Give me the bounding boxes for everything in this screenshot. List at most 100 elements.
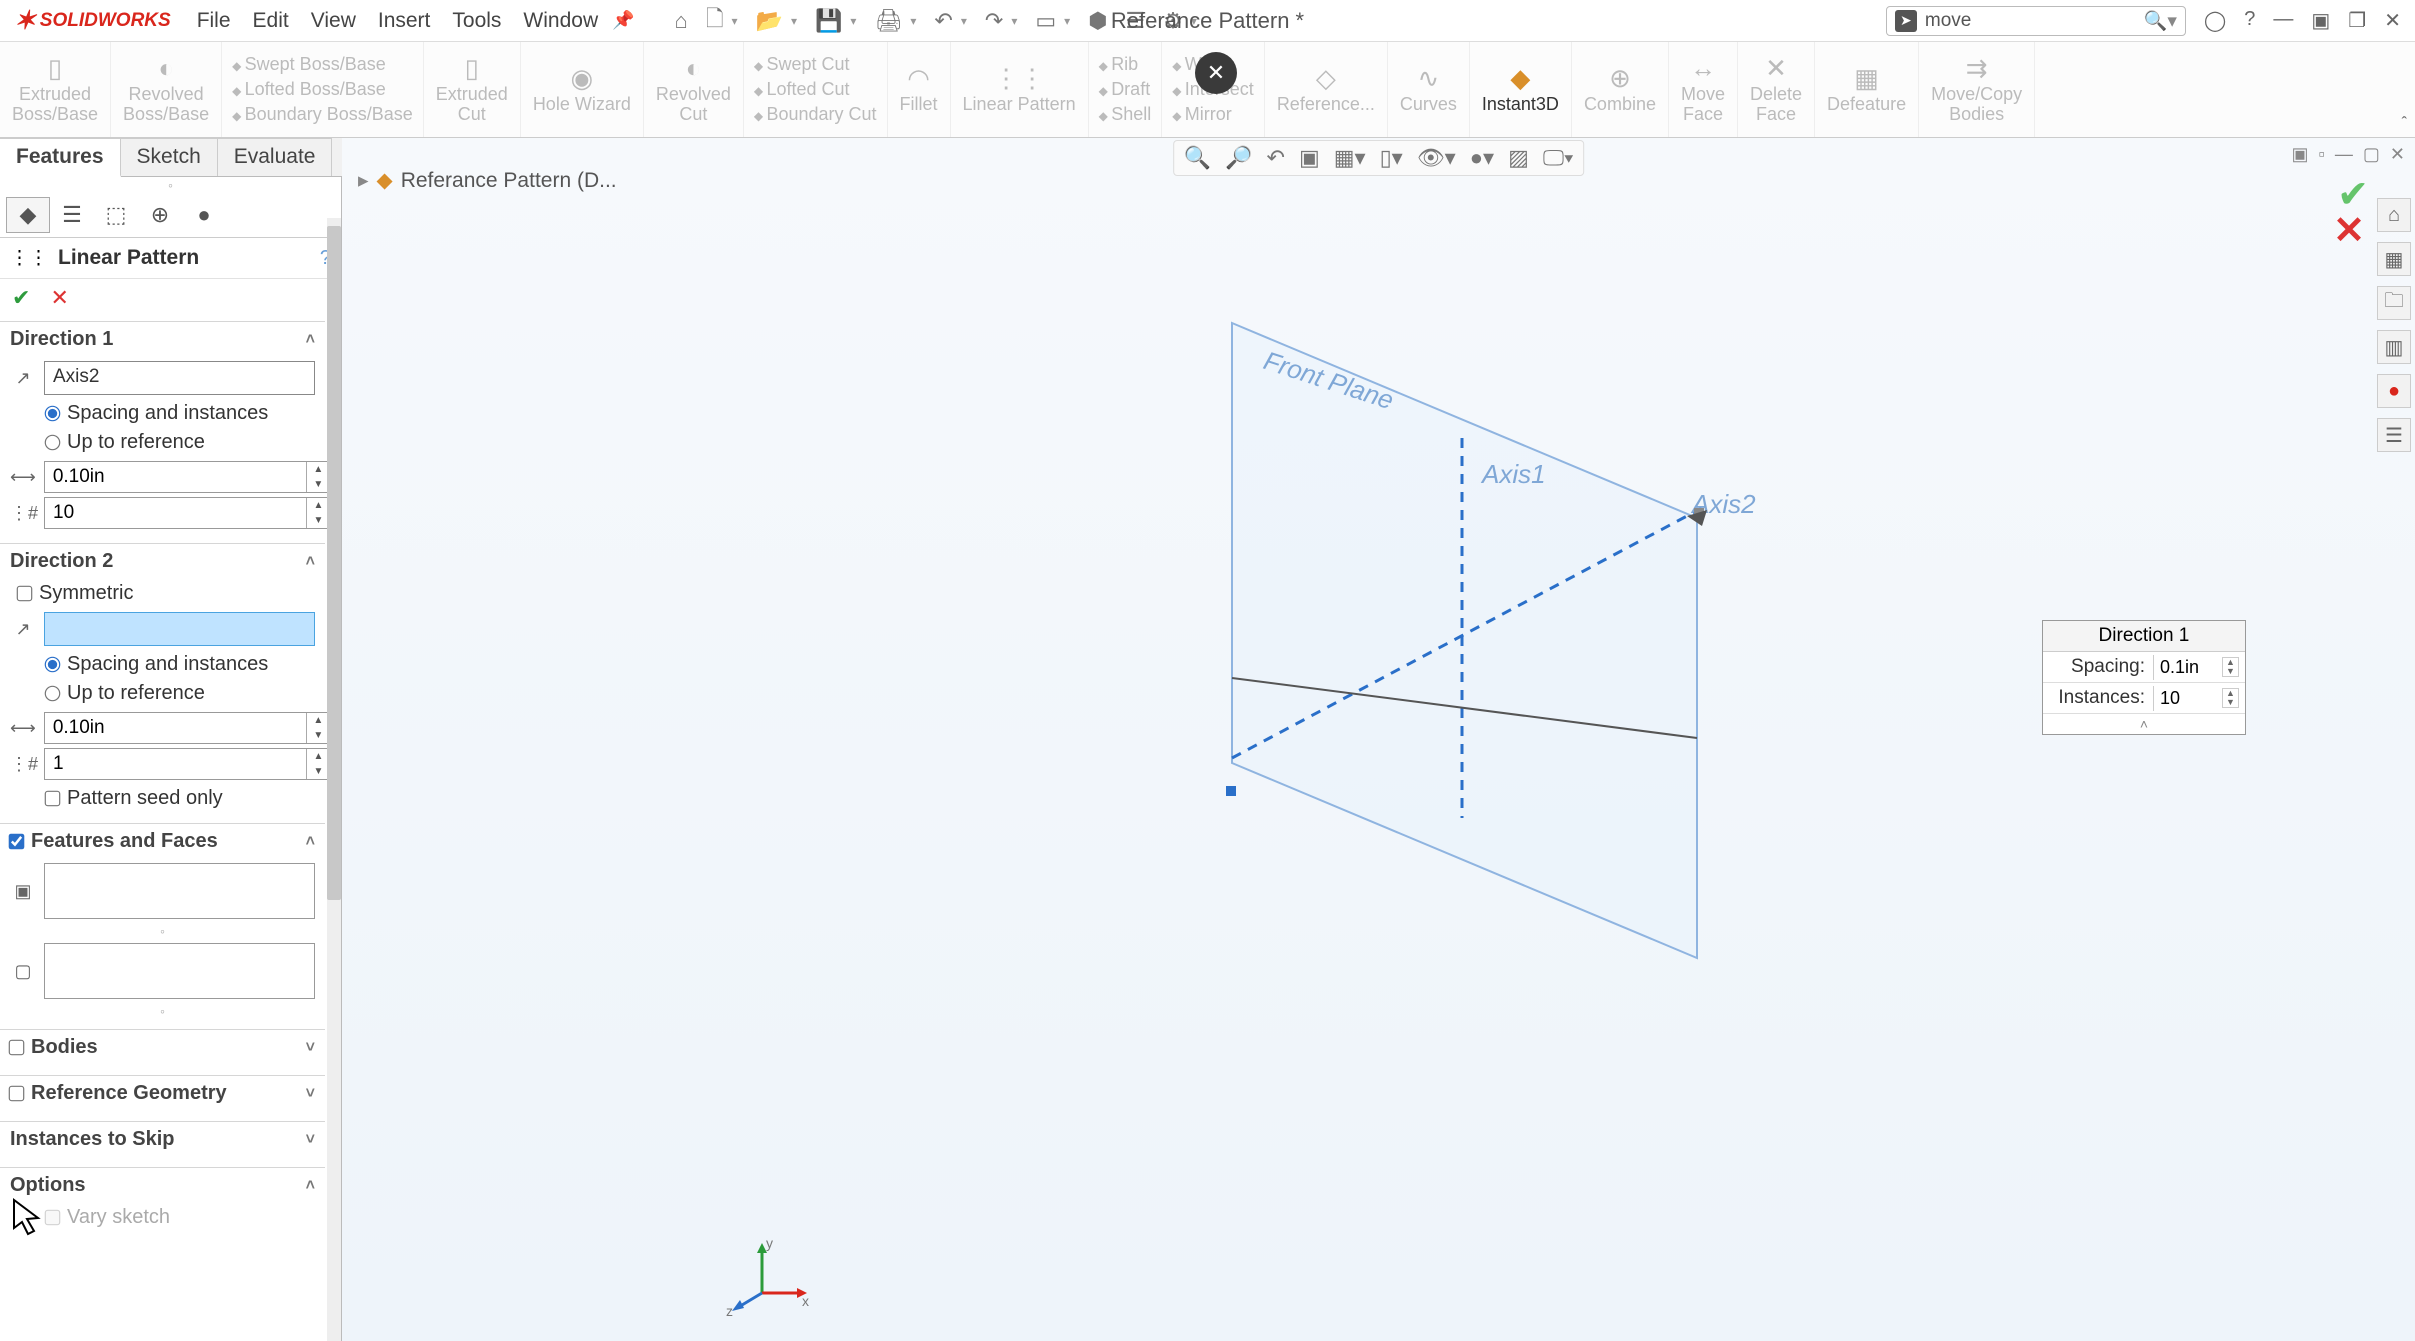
reverse-dir1-icon[interactable]: ↗ xyxy=(10,368,36,389)
callout-instances-input[interactable] xyxy=(2160,688,2216,709)
rib-instant3d[interactable]: ◆Instant3D xyxy=(1470,42,1572,137)
tab-evaluate[interactable]: Evaluate xyxy=(218,138,333,176)
linear-pattern-icon: ⋮⋮ xyxy=(10,247,48,270)
skip-header[interactable]: Instances to Skip˅ xyxy=(10,1128,315,1157)
restore2-icon[interactable]: ❐ xyxy=(2348,8,2366,33)
minimize-icon[interactable]: — xyxy=(2273,8,2293,33)
cursor-icon xyxy=(12,1198,42,1238)
pin-menu-icon[interactable]: 📌 xyxy=(612,10,634,31)
dir2-spacing-input[interactable]: ▲▼ xyxy=(44,712,331,744)
faces-list[interactable] xyxy=(44,943,315,999)
dir1-spacing-input[interactable]: ▲▼ xyxy=(44,461,331,493)
pm-title: Linear Pattern xyxy=(58,246,199,270)
scene-svg: Front Plane Axis1 Axis2 xyxy=(342,138,2415,1341)
rib-fillet[interactable]: ◠Fillet xyxy=(888,42,951,137)
dir2-spacing-radio[interactable]: Spacing and instances xyxy=(10,650,315,679)
redo-icon[interactable]: ↷ xyxy=(985,8,1003,34)
features-list[interactable] xyxy=(44,863,315,919)
close-icon[interactable]: ✕ xyxy=(2384,8,2401,33)
refgeo-header[interactable]: Reference Geometry˅ xyxy=(10,1082,315,1111)
dir1-axis-field[interactable]: Axis2 xyxy=(44,361,315,395)
rib-feat-list1[interactable]: RibDraftShell xyxy=(1089,42,1163,137)
rib-hole-wizard[interactable]: ◉Hole Wizard xyxy=(521,42,644,137)
search-text: move xyxy=(1925,10,1971,32)
dir2-ref-radio[interactable]: Up to reference xyxy=(10,679,315,708)
bodies-header[interactable]: Bodies˅ xyxy=(10,1036,315,1065)
rib-delete-face[interactable]: ✕DeleteFace xyxy=(1738,42,1815,137)
rib-move-face[interactable]: ↔MoveFace xyxy=(1669,42,1738,137)
rib-curves[interactable]: ∿Curves xyxy=(1388,42,1470,137)
reverse-dir2-icon[interactable]: ↗ xyxy=(10,619,36,640)
vary-sketch-check[interactable]: Vary sketch xyxy=(10,1203,315,1232)
dir1-instances-input[interactable]: ▲▼ xyxy=(44,497,331,529)
menu-file[interactable]: File xyxy=(197,9,231,33)
ribbon-collapse-icon[interactable]: ˆ xyxy=(2402,115,2407,133)
dir2-instances-input[interactable]: ▲▼ xyxy=(44,748,331,780)
rib-combine[interactable]: ⊕Combine xyxy=(1572,42,1669,137)
view-triad: y x z xyxy=(722,1238,812,1323)
rib-revolved-cut[interactable]: ◐RevolvedCut xyxy=(644,42,744,137)
command-search[interactable]: ➤ move 🔍▾ xyxy=(1886,6,2186,36)
dir2-symmetric-check[interactable]: Symmetric xyxy=(10,579,315,608)
rib-reference[interactable]: ◇Reference... xyxy=(1265,42,1388,137)
display-manager-icon[interactable]: ● xyxy=(182,197,226,233)
features-list-icon: ▣ xyxy=(10,881,36,902)
print-icon[interactable]: 🖨 xyxy=(874,8,902,34)
section-features-faces: Features and Faces˄ ▣ ◦ ▢ ◦ xyxy=(0,823,325,1029)
features-header[interactable]: Features and Faces˄ xyxy=(10,830,315,859)
user-icon[interactable]: ◯ xyxy=(2204,8,2226,33)
undo-icon[interactable]: ↶ xyxy=(934,8,952,34)
rebuild-icon[interactable]: ⬢ xyxy=(1088,8,1107,34)
chevron-up-icon: ˄ xyxy=(306,553,315,571)
menu-window[interactable]: Window xyxy=(523,9,598,33)
menu-tools[interactable]: Tools xyxy=(452,9,501,33)
menu-view[interactable]: View xyxy=(311,9,356,33)
direction-callout[interactable]: Direction 1 Spacing: ▲▼ Instances: ▲▼ ˄ xyxy=(2042,620,2246,735)
open-icon[interactable]: 📂 xyxy=(756,8,783,34)
menu-edit[interactable]: Edit xyxy=(253,9,289,33)
select-icon[interactable]: ▭ xyxy=(1035,8,1056,34)
dir2-header[interactable]: Direction 2˄ xyxy=(10,550,315,579)
tab-features[interactable]: Features xyxy=(0,138,121,177)
menu-insert[interactable]: Insert xyxy=(378,9,431,33)
section-refgeo: Reference Geometry˅ xyxy=(0,1075,325,1121)
tab-sketch[interactable]: Sketch xyxy=(121,138,218,176)
callout-title: Direction 1 xyxy=(2043,621,2245,652)
titlebar-right: ➤ move 🔍▾ ◯ ? — ▣ ❐ ✕ xyxy=(1886,6,2415,36)
graphics-viewport[interactable]: ▸ ◆ Referance Pattern (D... 🔍 🔎 ↶ ▣ ▦▾ ▯… xyxy=(342,138,2415,1341)
rib-cut-list[interactable]: Swept CutLofted CutBoundary Cut xyxy=(744,42,888,137)
rib-linear-pattern[interactable]: ⋮⋮Linear Pattern xyxy=(951,42,1089,137)
ok-button[interactable]: ✔ xyxy=(12,285,30,311)
app-logo: ✶ SOLIDWORKS xyxy=(0,5,185,36)
seed-only-check[interactable]: Pattern seed only xyxy=(10,784,315,813)
restore1-icon[interactable]: ▣ xyxy=(2311,8,2330,33)
dir1-ref-radio[interactable]: Up to reference xyxy=(10,428,315,457)
dir2-axis-field[interactable] xyxy=(44,612,315,646)
home-icon[interactable]: ⌂ xyxy=(675,8,688,34)
help-icon[interactable]: ? xyxy=(2244,8,2255,33)
feature-manager-icon[interactable]: ◆ xyxy=(6,197,50,233)
instances-icon: ⋮# xyxy=(10,503,36,524)
search-icon[interactable]: 🔍▾ xyxy=(2144,9,2177,33)
property-manager-icon[interactable]: ☰ xyxy=(50,197,94,233)
options-header[interactable]: Options˄ xyxy=(10,1174,315,1203)
save-icon[interactable]: 💾 xyxy=(815,8,842,34)
rib-defeature[interactable]: ▦Defeature xyxy=(1815,42,1919,137)
overlay-close-button[interactable]: ✕ xyxy=(1195,52,1237,94)
dimxpert-icon[interactable]: ⊕ xyxy=(138,197,182,233)
callout-collapse-icon[interactable]: ˄ xyxy=(2043,714,2245,734)
sidebar-scrollbar[interactable] xyxy=(327,218,341,1341)
rib-move-copy[interactable]: ⇉Move/CopyBodies xyxy=(1919,42,2035,137)
new-icon[interactable]: 🗋 xyxy=(706,2,724,40)
rib-extruded-cut[interactable]: ▯ExtrudedCut xyxy=(424,42,521,137)
rib-extruded-boss[interactable]: ▯ExtrudedBoss/Base xyxy=(0,42,111,137)
dir1-header[interactable]: Direction 1˄ xyxy=(10,328,315,357)
config-manager-icon[interactable]: ⬚ xyxy=(94,197,138,233)
callout-spacing-input[interactable] xyxy=(2160,657,2216,678)
cancel-button[interactable]: ✕ xyxy=(50,285,68,311)
dir1-spacing-radio[interactable]: Spacing and instances xyxy=(10,399,315,428)
chevron-down-icon: ˅ xyxy=(306,1039,315,1057)
rib-revolved-boss[interactable]: ◐RevolvedBoss/Base xyxy=(111,42,222,137)
rib-boss-list[interactable]: Swept Boss/BaseLofted Boss/BaseBoundary … xyxy=(222,42,424,137)
section-direction2: Direction 2˄ Symmetric ↗ Spacing and ins… xyxy=(0,543,325,823)
